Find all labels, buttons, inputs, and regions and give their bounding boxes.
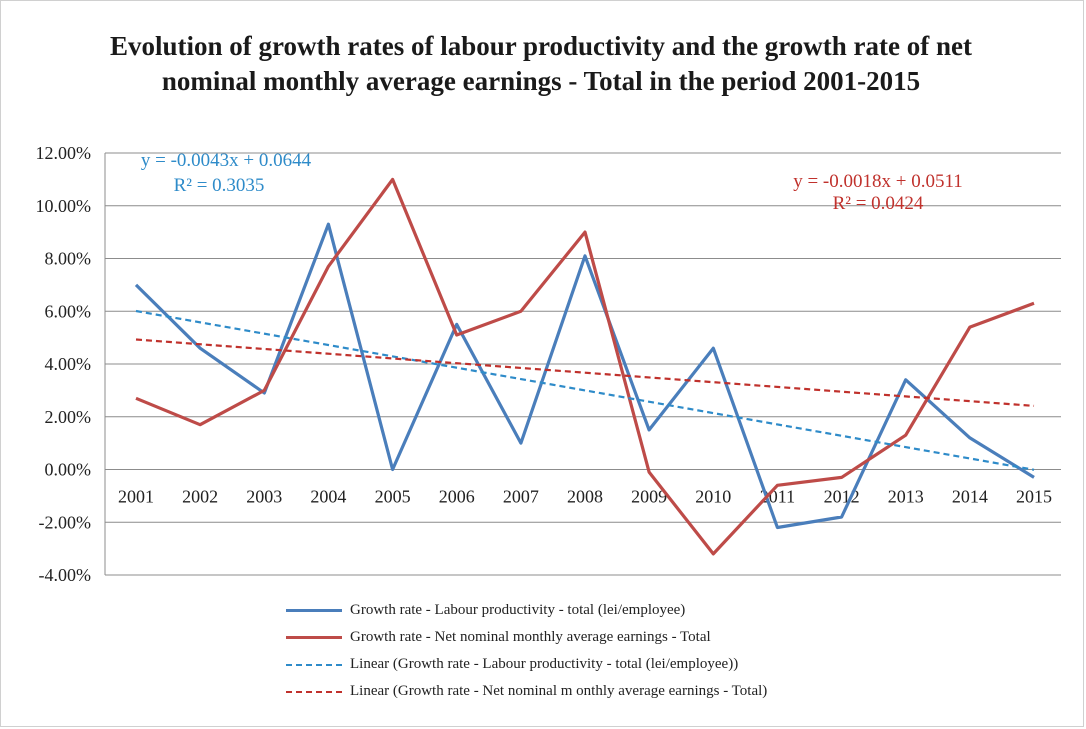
y-tick-label-1: -2.00% <box>39 512 92 532</box>
gridlines <box>104 152 1061 576</box>
series-line-2 <box>135 309 1035 471</box>
x-tick-label-2004: 2004 <box>310 487 346 507</box>
trendline-equations: y = -0.0043x + 0.0644 R² = 0.3035 y = -0… <box>141 150 963 214</box>
y-tick-label-8: 12.00% <box>36 143 92 163</box>
trend-equation-productivity: y = -0.0043x + 0.0644 <box>141 150 312 171</box>
x-tick-label-2008: 2008 <box>567 487 603 507</box>
trend-r2-productivity: R² = 0.3035 <box>174 175 265 196</box>
x-tick-label-2013: 2013 <box>888 487 924 507</box>
y-tick-label-3: 2.00% <box>45 407 92 427</box>
legend-item-earnings: Growth rate - Net nominal monthly averag… <box>286 624 906 651</box>
chart-title: Evolution of growth rates of labour prod… <box>110 31 972 96</box>
x-tick-label-2005: 2005 <box>375 487 411 507</box>
y-tick-label-5: 6.00% <box>45 301 92 321</box>
x-tick-label-2015: 2015 <box>1016 487 1052 507</box>
legend-item-productivity-trend: Linear (Growth rate - Labour productivit… <box>286 651 906 678</box>
y-axis-ticks: -4.00% -2.00% 0.00% 2.00% 4.00% 6.00% 8.00% 10.… <box>36 143 92 585</box>
x-axis-ticks: 2001 2002 2003 2004 2005 2006 2007 2008 2009 2010… <box>118 487 1052 507</box>
x-tick-label-2003: 2003 <box>246 487 282 507</box>
trend-r2-earnings: R² = 0.0424 <box>833 193 924 214</box>
x-tick-label-2009: 2009 <box>631 487 667 507</box>
x-tick-label-2007: 2007 <box>503 487 539 507</box>
legend-item-productivity: Growth rate - Labour productivity - tota… <box>286 597 906 624</box>
legend-swatch-earnings-trend <box>286 690 342 693</box>
legend-item-earnings-trend: Linear (Growth rate - Net nominal m onth… <box>286 678 906 705</box>
x-tick-label-2006: 2006 <box>439 487 475 507</box>
legend: Growth rate - Labour productivity - tota… <box>286 597 906 705</box>
y-tick-label-2: 0.00% <box>45 460 92 480</box>
x-tick-label-2010: 2010 <box>695 487 731 507</box>
legend-swatch-productivity <box>286 609 342 612</box>
x-tick-label-2002: 2002 <box>182 487 218 507</box>
plot-area: -4.00% -2.00% 0.00% 2.00% 4.00% 6.00% 8.00% 10.… <box>36 143 1061 585</box>
series-line-3 <box>135 338 1035 407</box>
legend-label-productivity-trend: Linear (Growth rate - Labour productivit… <box>350 656 739 672</box>
series-lines <box>134 177 1035 556</box>
trend-equation-earnings: y = -0.0018x + 0.0511 <box>793 171 963 192</box>
y-tick-label-0: -4.00% <box>39 565 92 585</box>
y-tick-label-4: 4.00% <box>45 354 92 374</box>
x-tick-label-2014: 2014 <box>952 487 988 507</box>
legend-swatch-earnings <box>286 636 342 639</box>
legend-swatch-productivity-trend <box>286 663 342 666</box>
legend-label-productivity: Growth rate - Labour productivity - tota… <box>350 602 686 618</box>
x-tick-label-2001: 2001 <box>118 487 154 507</box>
y-tick-label-6: 8.00% <box>45 249 92 269</box>
y-tick-label-7: 10.00% <box>36 196 92 216</box>
legend-label-earnings-trend: Linear (Growth rate - Net nominal m onth… <box>350 683 768 699</box>
series-line-1 <box>135 177 1035 556</box>
legend-label-earnings: Growth rate - Net nominal monthly averag… <box>350 629 711 645</box>
